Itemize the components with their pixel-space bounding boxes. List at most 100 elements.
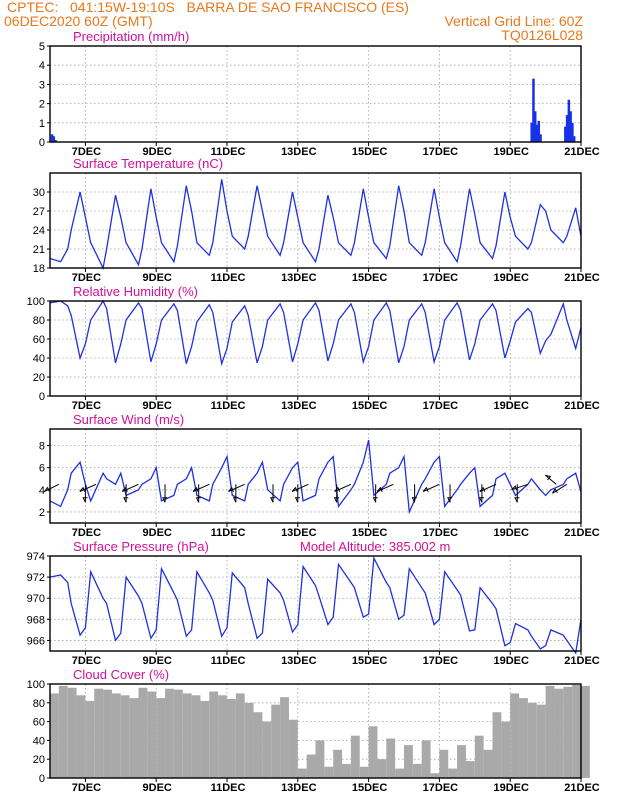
series-line (49, 439, 582, 515)
cloud-bar (306, 754, 316, 778)
x-tick-label: 9DEC (143, 655, 172, 667)
cloud-bar (218, 695, 227, 778)
precip-bar (571, 122, 574, 142)
wind-arrowhead (552, 488, 558, 494)
x-tick-label: 7DEC (72, 655, 101, 667)
precip-bar (572, 136, 576, 142)
wind-arrowhead (195, 497, 201, 503)
precip-bar (564, 126, 567, 142)
wind-arrowhead (232, 497, 239, 503)
precip-bar (532, 78, 535, 142)
y-tick-label: 4 (39, 485, 45, 497)
cloud-bar (527, 702, 537, 778)
wind-arrowhead (228, 486, 234, 492)
panel-frame (49, 172, 582, 269)
y-tick-label: 80 (33, 698, 45, 710)
x-tick-label: 9DEC (143, 146, 172, 158)
x-tick-label: 17DEC (423, 272, 459, 284)
x-tick-label: 17DEC (423, 146, 459, 158)
series-line (49, 555, 582, 655)
x-tick-label: 15DEC (352, 655, 388, 667)
cloud-bar (200, 700, 210, 778)
y-tick-label: 30 (33, 187, 45, 199)
y-tick-label: 1 (39, 118, 45, 130)
cloud-bar (191, 695, 201, 778)
cloud-bar (173, 689, 183, 778)
cloud-bar (474, 735, 484, 778)
x-tick-label: 17DEC (423, 527, 459, 539)
panel-5 (47, 555, 582, 655)
cloud-bar (563, 686, 573, 778)
x-tick-label: 21DEC (564, 782, 600, 794)
wind-arrowhead (82, 497, 88, 503)
x-tick-label: 7DEC (72, 272, 101, 284)
header-grid-note: Vertical Grid Line: 60Z (444, 13, 583, 29)
cloud-bar (120, 695, 130, 778)
panel-title: Surface Temperature (nC) (73, 156, 223, 171)
y-tick-label: 970 (27, 593, 45, 605)
x-tick-label: 17DEC (423, 655, 459, 667)
precip-bar (530, 122, 533, 142)
wind-arrow (79, 483, 97, 492)
y-tick-label: 40 (33, 735, 45, 747)
cloud-bar (297, 768, 307, 778)
wind-arrowhead (121, 486, 128, 492)
wind-arrow (552, 483, 568, 494)
wind-arrow (334, 483, 352, 492)
x-tick-label: 11DEC (211, 272, 246, 284)
header-run-date: 06DEC2020 60Z (GMT) (4, 13, 153, 29)
wind-arrowhead (545, 474, 552, 481)
wind-arrowhead (411, 497, 417, 503)
cloud-bar (404, 745, 413, 778)
precip-bar (565, 115, 569, 142)
wind-arrow (422, 483, 440, 492)
precip-bar (52, 136, 56, 142)
x-tick-label: 13DEC (281, 146, 317, 158)
cloud-bar (129, 698, 139, 778)
cloud-bar (235, 693, 245, 778)
panel-1 (47, 45, 582, 146)
cloud-bar (483, 749, 493, 778)
x-tick-label: 11DEC (211, 782, 246, 794)
precip-bar (535, 124, 539, 142)
cloud-bar (342, 763, 351, 778)
y-tick-label: 100 (27, 679, 45, 691)
y-tick-label: 2 (39, 99, 45, 111)
x-tick-label: 19DEC (493, 400, 529, 412)
y-tick-label: 972 (27, 572, 45, 584)
cloud-bar (581, 685, 590, 778)
precip-bar (533, 111, 537, 142)
panel-title: Relative Humidity (%) (73, 284, 198, 299)
cloud-bar (501, 721, 511, 778)
panel-3 (47, 299, 582, 400)
panel-title: Cloud Cover (%) (73, 667, 169, 682)
y-tick-label: 968 (27, 614, 45, 626)
x-tick-label: 11DEC (211, 146, 246, 158)
cloud-bar (58, 685, 68, 778)
panel-frame (49, 428, 582, 524)
cloud-bar (519, 698, 528, 778)
cloud-bar (412, 763, 422, 778)
cloud-bar (536, 704, 546, 778)
y-tick-label: 2 (39, 507, 45, 519)
cloud-bar (510, 693, 520, 778)
cloud-bar (147, 691, 157, 778)
x-tick-label: 21DEC (564, 146, 600, 158)
cloud-bar (421, 740, 431, 778)
cloud-bar (76, 695, 86, 778)
panel-frame (49, 683, 582, 779)
x-tick-label: 9DEC (143, 400, 172, 412)
x-tick-label: 21DEC (564, 527, 600, 539)
x-tick-label: 13DEC (281, 400, 317, 412)
panel-frame (49, 300, 582, 397)
wind-arrow (376, 483, 394, 492)
y-tick-label: 60 (33, 334, 45, 346)
x-tick-label: 15DEC (352, 527, 388, 539)
panel-4 (44, 428, 582, 527)
wind-arrowhead (192, 486, 199, 492)
wind-arrow (228, 483, 245, 492)
wind-arrow (122, 483, 139, 492)
x-tick-label: 19DEC (493, 782, 529, 794)
wind-arrowhead (479, 486, 486, 492)
wind-arrow (511, 483, 529, 491)
